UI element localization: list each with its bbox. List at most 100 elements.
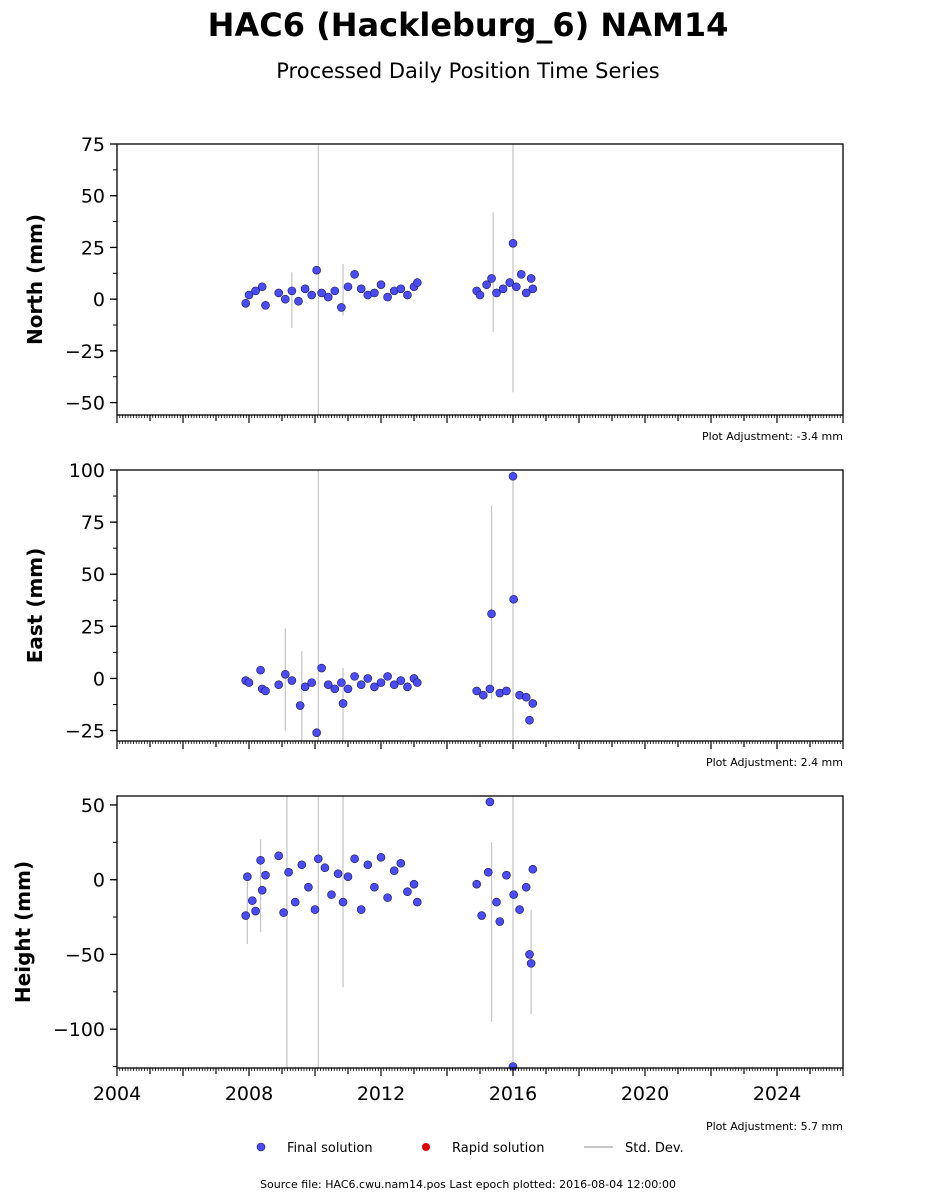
data-point: [403, 290, 412, 300]
data-point: [521, 882, 531, 892]
data-point: [528, 284, 538, 294]
data-point: [337, 303, 346, 312]
data-point: [363, 674, 373, 683]
data-point: [526, 274, 536, 283]
data-point: [495, 917, 505, 926]
data-point: [508, 471, 518, 481]
data-point: [412, 897, 422, 907]
y-tick-label: −50: [65, 944, 105, 966]
x-tick-label: 2012: [357, 1083, 405, 1105]
plot-adjustment: Plot Adjustment: 2.4 mm: [706, 756, 843, 769]
data-point: [307, 678, 317, 687]
legend-label: Std. Dev.: [625, 1141, 684, 1156]
data-point: [317, 288, 326, 298]
data-point: [350, 270, 359, 279]
data-point: [241, 298, 250, 308]
y-tick-label: 50: [81, 186, 105, 208]
data-point: [370, 882, 379, 892]
data-point: [312, 728, 321, 737]
data-point: [396, 284, 406, 294]
data-point: [383, 672, 392, 681]
data-point: [290, 897, 300, 907]
data-point: [370, 288, 379, 298]
data-point: [509, 594, 518, 604]
y-tick-label: −100: [53, 1019, 105, 1041]
data-point: [297, 860, 307, 870]
data-point: [307, 290, 317, 300]
data-point: [251, 906, 260, 916]
data-point: [320, 863, 330, 873]
data-point: [343, 872, 353, 882]
data-point: [472, 686, 482, 696]
y-tick-label: −50: [65, 393, 105, 415]
data-point: [300, 284, 310, 294]
data-point: [343, 684, 353, 694]
y-tick-label: 50: [81, 795, 105, 817]
data-point: [313, 854, 323, 864]
data-point: [244, 290, 254, 300]
data-point: [376, 678, 386, 687]
data-point: [483, 867, 493, 877]
data-point: [412, 678, 422, 687]
data-point: [370, 682, 379, 692]
data-point: [487, 609, 496, 619]
data-point: [327, 890, 336, 899]
data-point: [487, 274, 496, 283]
data-point: [515, 905, 524, 914]
data-point: [403, 887, 412, 896]
data-point: [251, 286, 260, 296]
legend-label: Rapid solution: [452, 1141, 544, 1156]
y-tick-label: 0: [93, 870, 105, 892]
data-point: [330, 286, 340, 296]
data-point: [509, 890, 518, 899]
data-point: [356, 680, 366, 690]
data-point: [274, 288, 284, 298]
data-point: [279, 908, 288, 917]
legend-swatch-rapid: [422, 1143, 430, 1151]
data-point: [403, 682, 412, 692]
data-point: [312, 265, 321, 275]
data-point: [396, 676, 406, 685]
y-tick-label: 0: [93, 668, 105, 690]
data-point: [477, 911, 486, 920]
data-point: [261, 870, 270, 880]
data-point: [482, 280, 491, 289]
data-point: [376, 280, 386, 289]
y-tick-label: 100: [69, 460, 105, 482]
data-point: [492, 897, 501, 907]
data-point: [317, 663, 326, 673]
plot-frame: [116, 143, 844, 416]
y-axis-label: North (mm): [23, 214, 47, 345]
data-point: [261, 686, 270, 696]
data-point: [412, 278, 422, 287]
chart-title: HAC6 (Hackleburg_6) NAM14: [208, 6, 729, 44]
y-axis-label: East (mm): [23, 548, 47, 664]
y-tick-label: 75: [81, 134, 105, 156]
data-point: [256, 665, 265, 675]
plot-adjustment: Plot Adjustment: -3.4 mm: [702, 430, 843, 443]
data-point: [511, 282, 521, 292]
data-point: [248, 896, 257, 905]
data-point: [310, 905, 320, 914]
plot-adjustment: Plot Adjustment: 5.7 mm: [706, 1120, 843, 1133]
x-tick-label: 2004: [93, 1083, 141, 1105]
x-tick-label: 2020: [621, 1083, 669, 1105]
data-point: [526, 959, 536, 968]
data-point: [363, 860, 373, 870]
y-tick-label: −25: [65, 721, 105, 743]
y-tick-label: 25: [81, 616, 105, 638]
data-point: [498, 284, 508, 294]
data-point: [389, 866, 399, 876]
data-point: [409, 879, 419, 889]
data-point: [287, 676, 297, 685]
chart-subtitle: Processed Daily Position Time Series: [276, 59, 660, 83]
data-point: [257, 885, 267, 895]
data-point: [478, 690, 488, 700]
data-point: [508, 238, 518, 248]
data-point: [294, 296, 303, 306]
data-point: [528, 699, 538, 708]
data-point: [389, 680, 399, 690]
data-point: [502, 686, 511, 696]
y-axis-label: Height (mm): [11, 861, 35, 1003]
